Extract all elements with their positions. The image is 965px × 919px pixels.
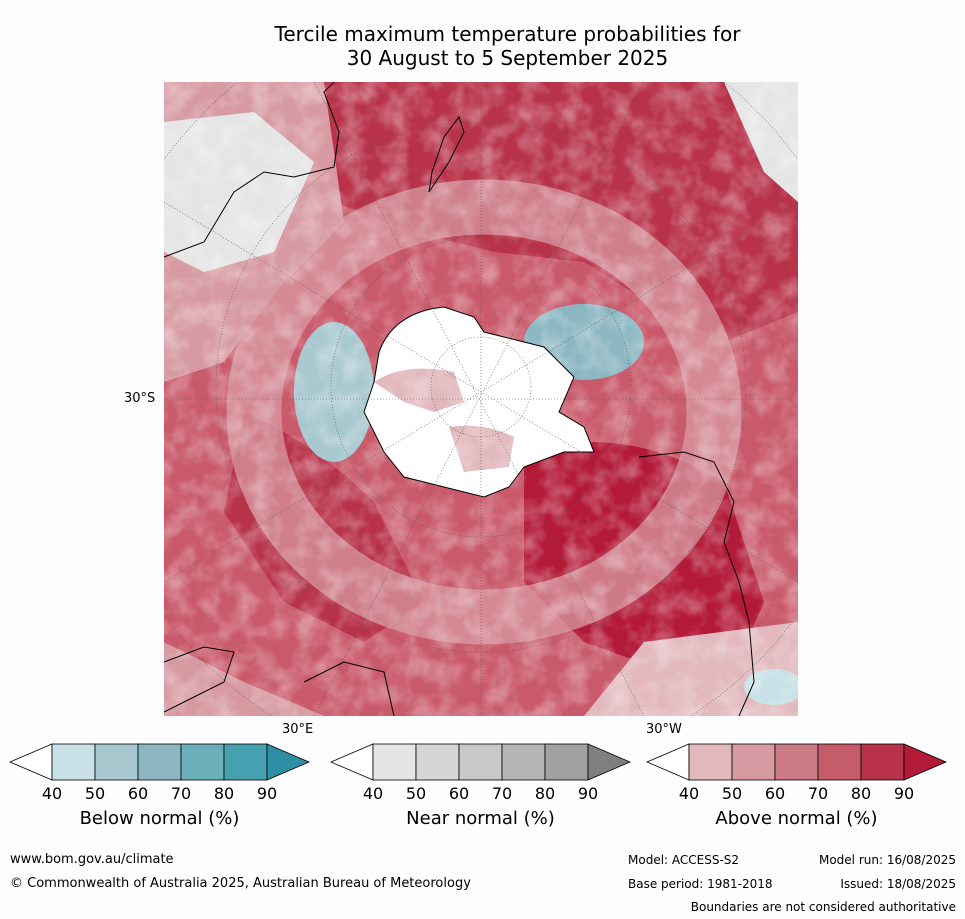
map-canvas (164, 82, 798, 716)
above-normal-swatch-40 (688, 743, 733, 781)
below-normal-tick-label: 60 (127, 784, 149, 803)
below-normal-tick-label: 80 (213, 784, 235, 803)
below-normal-swatch-50 (94, 743, 139, 781)
near-normal-swatch-high (587, 743, 632, 781)
near-normal-tick-label: 60 (448, 784, 470, 803)
above-normal-swatch-70 (817, 743, 862, 781)
below-normal-swatch-low (8, 743, 53, 781)
issued-text: Issued: 18/08/2025 (840, 877, 956, 891)
near-normal-colorbar (329, 743, 632, 781)
above-normal-tick-label: 70 (807, 784, 829, 803)
map-title: Tercile maximum temperature probabilitie… (0, 22, 965, 70)
above-normal-swatch-50 (731, 743, 776, 781)
above-normal-swatch-low (645, 743, 690, 781)
near-normal-tick-label: 50 (405, 784, 427, 803)
below-normal-swatch-80 (223, 743, 268, 781)
near-normal-swatch-40 (372, 743, 417, 781)
longitude-label-east: 30°E (282, 722, 314, 737)
near-normal-swatch-50 (415, 743, 460, 781)
disclaimer-text: Boundaries are not considered authoritat… (690, 900, 956, 914)
near-normal-tick-label: 70 (491, 784, 513, 803)
below-normal-swatch-40 (51, 743, 96, 781)
below-normal-tick-label: 40 (41, 784, 63, 803)
above-normal-tick-label: 40 (678, 784, 700, 803)
graticule (164, 82, 798, 716)
longitude-label-west: 30°W (646, 722, 682, 737)
south-america-coastline (638, 451, 755, 716)
near-normal-swatch-70 (501, 743, 546, 781)
near-normal-swatch-80 (544, 743, 589, 781)
above-normal-tick-label: 90 (893, 784, 915, 803)
antarctica-coastline (363, 306, 595, 498)
below-normal-swatch-70 (180, 743, 225, 781)
near-normal-tick-label: 40 (362, 784, 384, 803)
near-normal-colorbar-label: Near normal (%) (406, 808, 555, 829)
new-zealand-coastline (428, 115, 465, 193)
australia-coastline (164, 82, 340, 258)
below-normal-colorbar-label: Below normal (%) (79, 808, 240, 829)
below-normal-swatch-high (266, 743, 311, 781)
below-normal-colorbar (8, 743, 311, 781)
base-period-text: Base period: 1981-2018 (628, 877, 773, 891)
above-normal-swatch-80 (860, 743, 905, 781)
copyright-text: © Commonwealth of Australia 2025, Austra… (10, 876, 471, 891)
above-normal-tick-label: 80 (850, 784, 872, 803)
near-normal-tick-label: 90 (577, 784, 599, 803)
model-text: Model: ACCESS-S2 (628, 853, 740, 867)
website-url[interactable]: www.bom.gov.au/climate (10, 852, 174, 867)
title-line-2: 30 August to 5 September 2025 (346, 46, 669, 70)
below-normal-tick-label: 90 (256, 784, 278, 803)
field-texture (164, 82, 798, 716)
above-normal-swatch-high (903, 743, 948, 781)
below-normal-tick-label: 70 (170, 784, 192, 803)
model-run-text: Model run: 16/08/2025 (818, 853, 956, 867)
near-normal-swatch-60 (458, 743, 503, 781)
near-normal-tick-label: 80 (534, 784, 556, 803)
above-normal-colorbar (645, 743, 948, 781)
below-normal-tick-label: 50 (84, 784, 106, 803)
latitude-label: 30°S (124, 391, 156, 406)
below-normal-swatch-60 (137, 743, 182, 781)
title-line-1: Tercile maximum temperature probabilitie… (274, 22, 741, 46)
above-normal-tick-label: 50 (721, 784, 743, 803)
probability-map (164, 82, 798, 716)
africa-coastline (164, 646, 235, 713)
madagascar-coastline (303, 661, 395, 716)
above-normal-tick-label: 60 (764, 784, 786, 803)
above-normal-colorbar-label: Above normal (%) (715, 808, 878, 829)
above-normal-swatch-60 (774, 743, 819, 781)
near-normal-swatch-low (329, 743, 374, 781)
